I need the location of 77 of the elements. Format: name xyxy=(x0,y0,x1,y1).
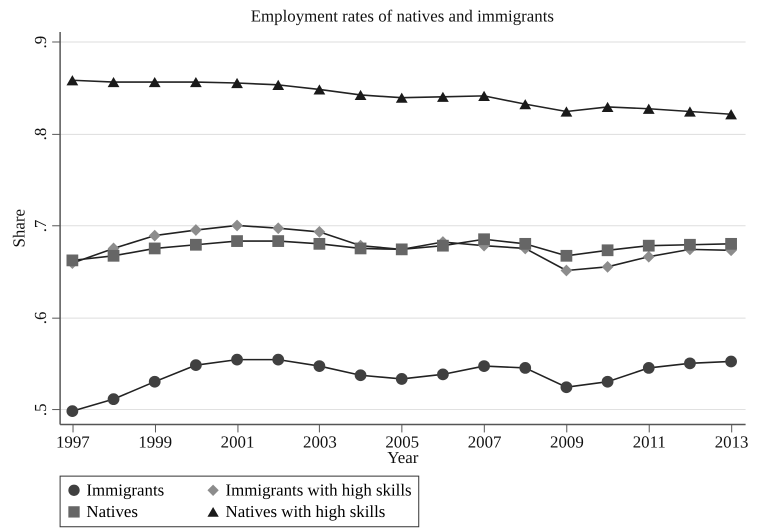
point xyxy=(190,77,202,88)
point xyxy=(231,235,243,247)
point xyxy=(148,242,161,254)
point xyxy=(148,376,161,388)
point xyxy=(684,106,696,117)
point xyxy=(560,381,572,394)
legend-label: Immigrants xyxy=(86,480,164,500)
x-tick-label: 2001 xyxy=(220,432,254,452)
point xyxy=(66,405,78,417)
point xyxy=(519,362,532,374)
point xyxy=(314,360,326,372)
y-tick-label: .6 xyxy=(31,312,50,324)
point xyxy=(148,230,161,242)
point xyxy=(560,264,572,276)
point xyxy=(314,226,326,238)
x-tick-label: 2003 xyxy=(303,432,337,452)
point xyxy=(519,99,532,110)
point xyxy=(272,80,284,90)
point xyxy=(272,235,284,247)
point xyxy=(684,238,696,251)
point xyxy=(602,102,614,112)
y-tick-label: .9 xyxy=(31,36,50,48)
x-tick-label: 2013 xyxy=(714,432,748,452)
point xyxy=(354,242,366,254)
point xyxy=(642,240,655,252)
y-axis-title: Share xyxy=(9,209,28,248)
point xyxy=(314,238,326,250)
point xyxy=(66,75,78,86)
point xyxy=(478,233,490,246)
x-tick-label: 1999 xyxy=(138,432,172,452)
point xyxy=(602,376,614,388)
y-tick-label: .7 xyxy=(31,220,50,232)
point xyxy=(190,238,202,251)
point xyxy=(437,368,449,380)
point xyxy=(725,109,737,120)
x-tick-label: 1997 xyxy=(56,432,90,452)
point xyxy=(231,354,243,366)
point xyxy=(108,393,120,406)
chart-title: Employment rates of natives and immigrants xyxy=(250,6,554,26)
point xyxy=(231,78,243,88)
point xyxy=(725,238,737,250)
point xyxy=(602,244,614,256)
point xyxy=(314,84,326,95)
x-tick-label: 2009 xyxy=(550,432,584,452)
point xyxy=(642,104,655,114)
point xyxy=(519,238,532,250)
point xyxy=(560,250,572,262)
point xyxy=(437,92,449,102)
point xyxy=(478,360,490,372)
point xyxy=(684,357,696,370)
point xyxy=(642,250,655,263)
y-tick-label: .8 xyxy=(31,128,50,140)
point xyxy=(108,77,120,88)
y-tick-label: .5 xyxy=(31,403,50,416)
point xyxy=(272,354,284,366)
point xyxy=(108,250,120,262)
point xyxy=(602,260,614,273)
legend-label: Natives with high skills xyxy=(226,502,386,521)
point xyxy=(478,90,490,101)
legend-label: Natives xyxy=(86,502,138,521)
x-tick-label: 2011 xyxy=(632,432,666,452)
point xyxy=(354,369,366,382)
point xyxy=(272,222,284,234)
x-tick-label: 2007 xyxy=(468,432,502,452)
point xyxy=(642,362,655,374)
point xyxy=(148,77,161,88)
point xyxy=(354,90,366,100)
legend-label: Immigrants with high skills xyxy=(226,480,412,500)
point xyxy=(725,356,737,368)
point xyxy=(66,254,78,266)
point xyxy=(560,106,572,117)
point xyxy=(190,224,202,236)
point xyxy=(396,373,408,385)
point xyxy=(190,359,202,372)
point xyxy=(231,220,243,232)
point xyxy=(396,92,408,103)
point xyxy=(437,240,449,252)
